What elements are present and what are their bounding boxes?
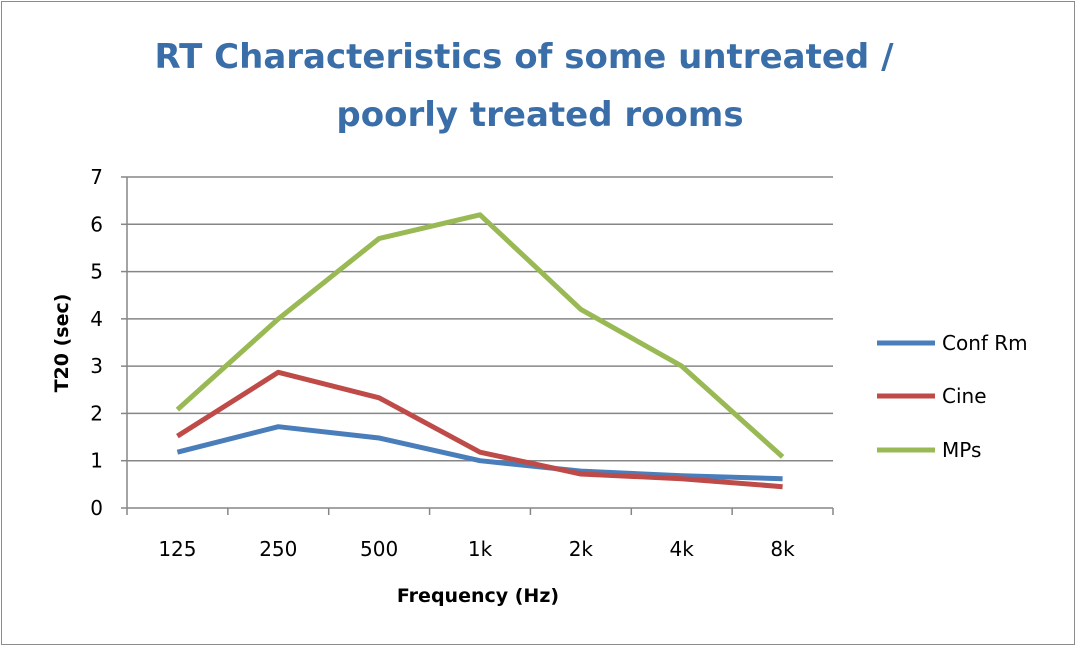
y-tick-label: 0 xyxy=(90,496,103,520)
legend-label: MPs xyxy=(942,438,981,462)
x-tick-label: 500 xyxy=(360,537,398,561)
y-tick-label: 1 xyxy=(90,449,103,473)
series-line-mps xyxy=(175,212,785,459)
x-tick-label: 4k xyxy=(670,537,695,561)
legend-label: Conf Rm xyxy=(942,331,1028,355)
y-tick-label: 4 xyxy=(90,307,103,331)
x-axis-label: Frequency (Hz) xyxy=(397,585,559,607)
y-axis-label: T20 (sec) xyxy=(51,294,73,393)
y-tick-label: 7 xyxy=(90,165,103,189)
x-tick-label: 250 xyxy=(259,537,297,561)
chart-title-line-2: poorly treated rooms xyxy=(336,95,743,135)
chart-title-line-1: RT Characteristics of some untreated / xyxy=(154,37,894,77)
series-line-cine xyxy=(176,369,783,490)
series-line-conf-rm xyxy=(176,424,783,482)
y-tick-label: 3 xyxy=(90,354,103,378)
axes: 0 1 2 3 4 5 6 7 125 250 500 1k 2k 4k 8k xyxy=(90,165,834,561)
x-tick-label: 1k xyxy=(468,537,493,561)
chart-title: RT Characteristics of some untreated / p… xyxy=(154,37,894,135)
gridlines xyxy=(127,176,833,462)
x-tick-label: 8k xyxy=(770,537,795,561)
x-tick-label: 125 xyxy=(158,537,196,561)
legend: Conf Rm Cine MPs xyxy=(877,331,1028,462)
y-tick-label: 2 xyxy=(90,401,103,425)
series-lines xyxy=(175,212,785,490)
legend-label: Cine xyxy=(942,384,987,408)
y-tick-label: 5 xyxy=(90,260,103,284)
x-tick-label: 2k xyxy=(569,537,594,561)
y-tick-label: 6 xyxy=(90,212,103,236)
